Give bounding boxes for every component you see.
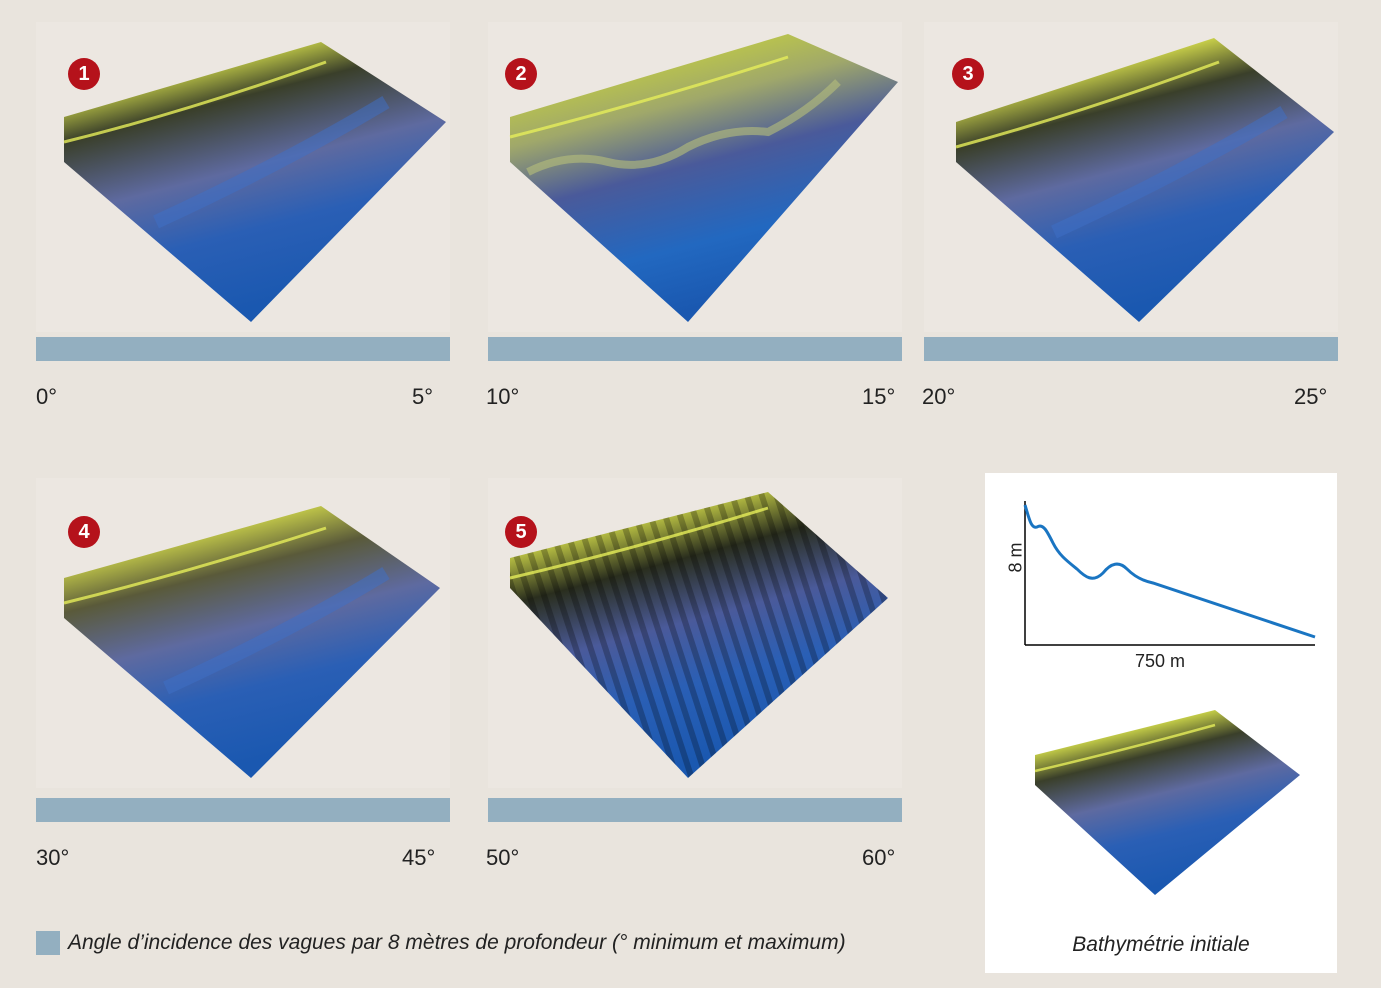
angle-min-label: 0° <box>36 384 58 409</box>
wave-render-5 <box>488 478 902 788</box>
panel-number-badge: 3 <box>952 58 984 90</box>
wave-render-2 <box>488 22 902 332</box>
bathymetry-caption: Bathymétrie initiale <box>1072 933 1250 956</box>
angle-min-label: 30° <box>36 845 70 870</box>
panel-number-badge: 4 <box>68 516 100 548</box>
y-axis-label: 8 m <box>1005 542 1026 573</box>
panel-number-badge: 2 <box>505 58 537 90</box>
wave-render-3 <box>924 22 1338 332</box>
angle-range-bar <box>36 798 450 822</box>
angle-max-label: 25° <box>1294 384 1328 409</box>
initial-bathymetry-box: 8 m 750 m Bathymétrie initiale <box>985 473 1337 973</box>
angle-min-label: 20° <box>922 384 956 409</box>
angle-range-bar <box>488 337 902 361</box>
bathymetry-profile-line <box>1023 504 1316 639</box>
wave-render-1 <box>36 22 450 332</box>
angle-min-label: 10° <box>486 384 520 409</box>
angle-range-bar <box>924 337 1338 361</box>
wave-render-4 <box>36 478 450 788</box>
legend: Angle d’incidence des vagues par 8 mètre… <box>36 931 846 955</box>
panel-number-badge: 1 <box>68 58 100 90</box>
panel-number-badge: 5 <box>505 516 537 548</box>
angle-max-label: 15° <box>862 384 896 409</box>
legend-text: Angle d’incidence des vagues par 8 mètre… <box>68 931 846 954</box>
angle-min-label: 50° <box>486 845 520 870</box>
angle-max-label: 60° <box>862 845 896 870</box>
x-axis-label: 750 m <box>1135 651 1186 671</box>
angle-max-label: 45° <box>402 845 436 870</box>
bathymetry-profile-chart <box>1023 501 1316 646</box>
angle-range-bar <box>36 337 450 361</box>
bathymetry-render <box>1034 710 1300 895</box>
angle-range-bar <box>488 798 902 822</box>
legend-swatch <box>36 931 60 955</box>
angle-max-label: 5° <box>412 384 434 409</box>
